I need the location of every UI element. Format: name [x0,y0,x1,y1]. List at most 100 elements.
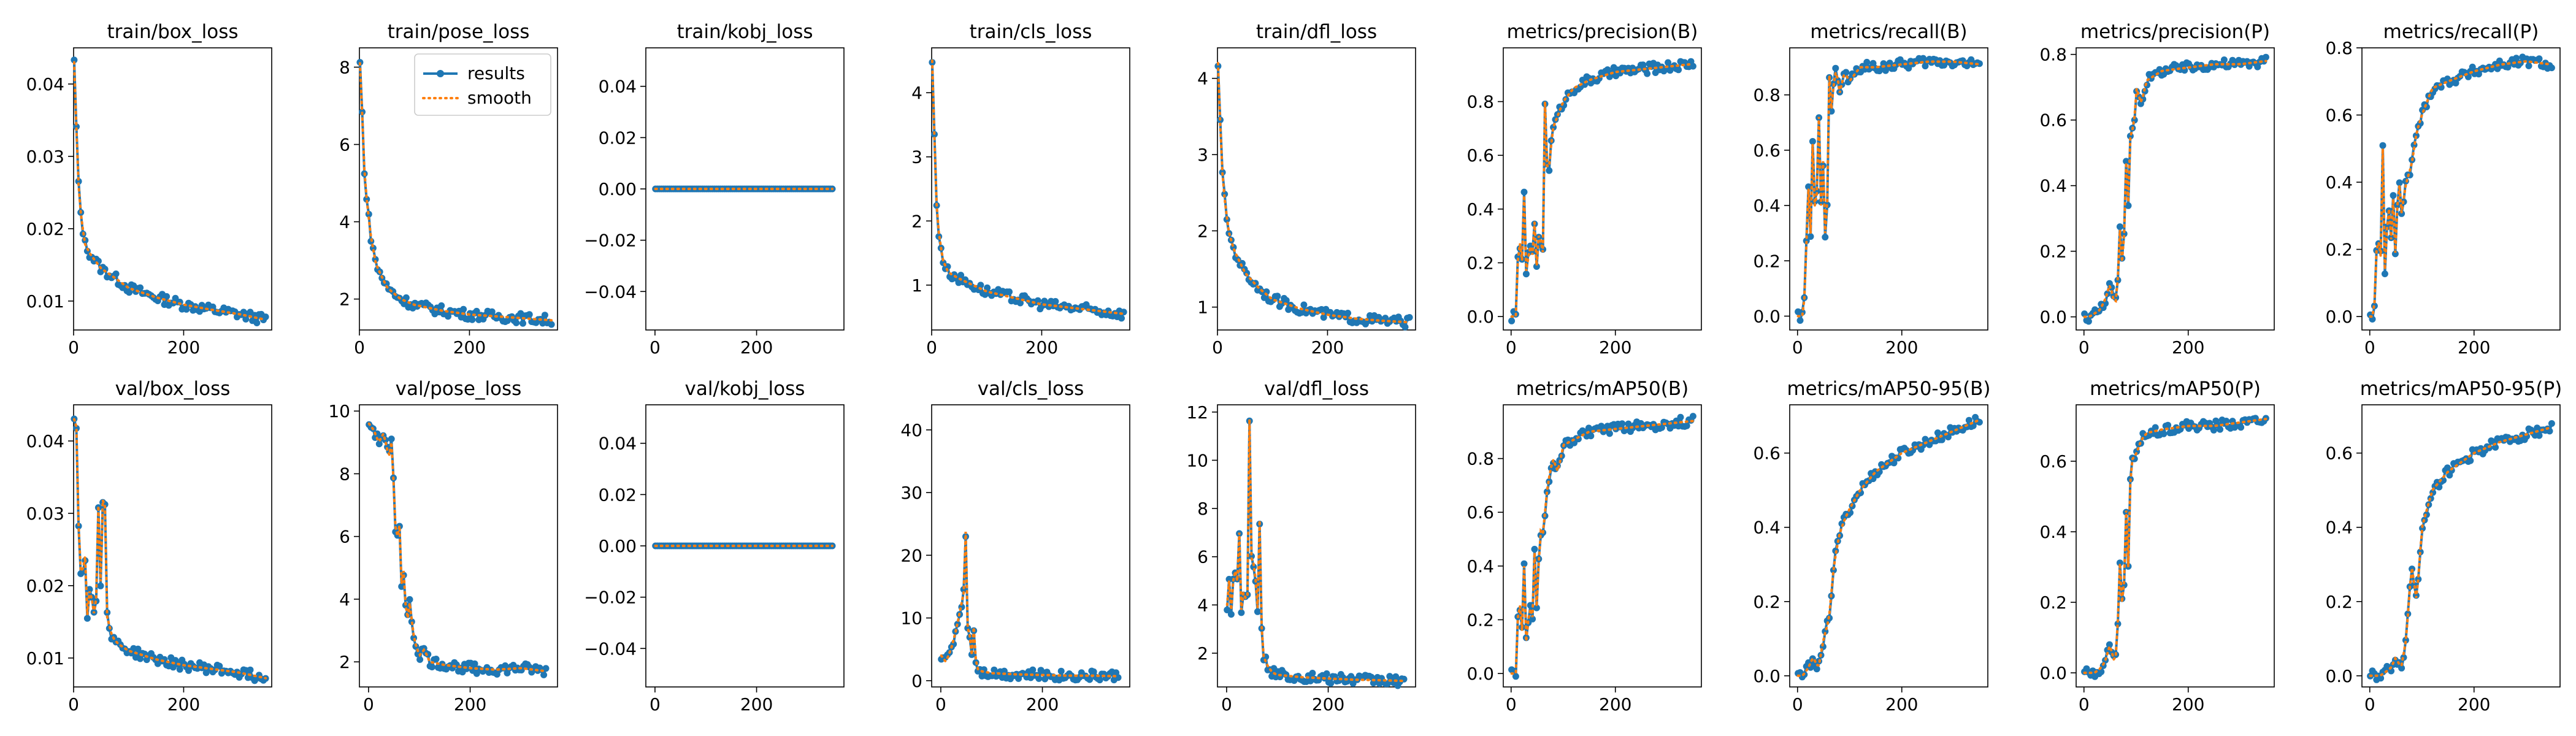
subplot-train-kobj-loss: train/kobj_loss 0 200 −0.04 −0.02 0.00 0.02 0.0… [584,21,845,358]
x-tick-label: 0 [68,337,79,358]
x-tick-label: 200 [2172,337,2204,358]
results-point [1531,545,1538,553]
results-point [541,312,548,319]
x-tick-label: 200 [1885,694,1918,715]
y-tick-label: −0.02 [584,588,637,608]
y-tick-label: 0.4 [1753,518,1781,538]
x-tick-label: 200 [2458,694,2490,715]
plot-area [1217,47,1416,331]
results-point [2536,55,2543,63]
results-point [1512,673,1519,680]
results-point [2381,270,2388,277]
results-point [71,56,78,64]
subplot-title: metrics/precision(P) [2080,21,2270,43]
y-tick-label: 2 [1197,643,1208,664]
subplot-title: metrics/recall(B) [1810,21,1967,43]
x-tick-label: 200 [453,337,486,358]
results-point [519,320,526,327]
results-point [473,307,480,315]
y-tick-label: 0 [911,671,922,691]
results-point [1406,314,1413,321]
results-point [2548,64,2555,72]
results-point [2120,230,2128,237]
x-tick-label: 200 [740,337,773,358]
x-tick-label: 0 [363,694,374,715]
x-tick-label: 0 [1792,337,1803,358]
subplot-title: metrics/mAP50-95(P) [2360,378,2562,400]
results-point [1625,420,1632,427]
results-point [2116,559,2123,567]
y-tick-label: 0.0 [2039,663,2067,683]
results-point [1683,422,1690,429]
y-tick-label: 0.01 [26,291,64,312]
results-point [1587,432,1595,440]
results-point [2452,80,2459,86]
subplot-train-pose-loss: train/pose_loss 0 200 2 4 6 8 results smooth [339,21,558,358]
results-point [2237,424,2245,431]
y-tick-label: 0.03 [26,504,64,524]
results-point [388,435,395,443]
results-point [1807,233,1814,240]
results-point [2085,318,2092,325]
results-point [1822,234,1829,241]
subplot-metrics-precision-p-: metrics/precision(P) 0 200 0.0 0.2 0.4 0.6 0.8 [2039,21,2275,358]
plot-area [2361,404,2561,688]
smooth-line [2369,426,2553,677]
results-point [176,665,183,673]
results-point [2513,55,2520,62]
subplot-val-cls-loss: val/cls_loss 0 200 0 10 20 30 40 [900,378,1130,715]
results-point [1922,63,1929,70]
results-point [977,282,984,289]
y-tick-label: 0.00 [599,536,637,556]
results-point [2262,53,2269,61]
results-point [1006,288,1013,296]
results-point [2116,223,2123,231]
subplot-title: metrics/mAP50(P) [2090,378,2261,400]
x-tick-label: 0 [926,337,937,358]
results-point [2377,675,2385,682]
results-point [262,313,269,321]
y-tick-label: 0.4 [2039,176,2067,196]
results-point [1224,607,1231,613]
x-tick-label: 200 [2458,337,2490,358]
results-point [438,302,445,309]
subplot-title: metrics/mAP50(B) [1516,378,1689,400]
y-tick-label: 0.8 [2325,38,2353,58]
subplot-metrics-map50-95-b-: metrics/mAP50-95(B) 0 200 0.0 0.2 0.4 0.6 [1753,378,1990,715]
x-tick-label: 200 [167,337,200,358]
results-point [991,666,998,673]
x-tick-label: 0 [1221,694,1232,715]
x-tick-label: 200 [1599,337,1631,358]
subplot-title: val/dfl_loss [1264,378,1369,400]
y-tick-label: 4 [339,212,350,232]
subplot-val-pose-loss: val/pose_loss 0 200 2 4 6 8 10 [328,378,558,715]
results-point [1344,310,1352,316]
y-tick-label: 0.02 [599,485,637,505]
results-point [2379,142,2386,149]
subplot-title: val/kobj_loss [685,378,805,400]
results-point [1034,297,1041,304]
results-point [163,293,171,300]
results-markers [71,56,269,326]
y-tick-label: 0.4 [1753,196,1781,216]
y-tick-label: 10 [900,608,922,629]
subplot-title: val/box_loss [115,378,231,400]
subplot-metrics-recall-b-: metrics/recall(B) 0 200 0.0 0.2 0.4 0.6 0.8 [1753,21,1988,358]
y-tick-label: 0.6 [2325,105,2353,126]
y-tick-label: 2 [339,652,350,672]
results-point [2112,294,2120,301]
subplot-title: metrics/mAP50-95(B) [1787,378,1990,400]
results-point [1546,167,1553,174]
x-tick-label: 0 [2364,694,2375,715]
results-point [1665,59,1672,66]
y-tick-label: 2 [911,211,922,231]
smooth-line [72,418,267,680]
y-tick-label: 4 [911,83,922,103]
results-point [2396,179,2403,186]
results-point [75,178,82,185]
results-point [2210,426,2217,434]
results-point [540,671,548,678]
x-tick-label: 0 [354,337,365,358]
plot-area [1503,404,1702,688]
results-point [1520,188,1528,196]
